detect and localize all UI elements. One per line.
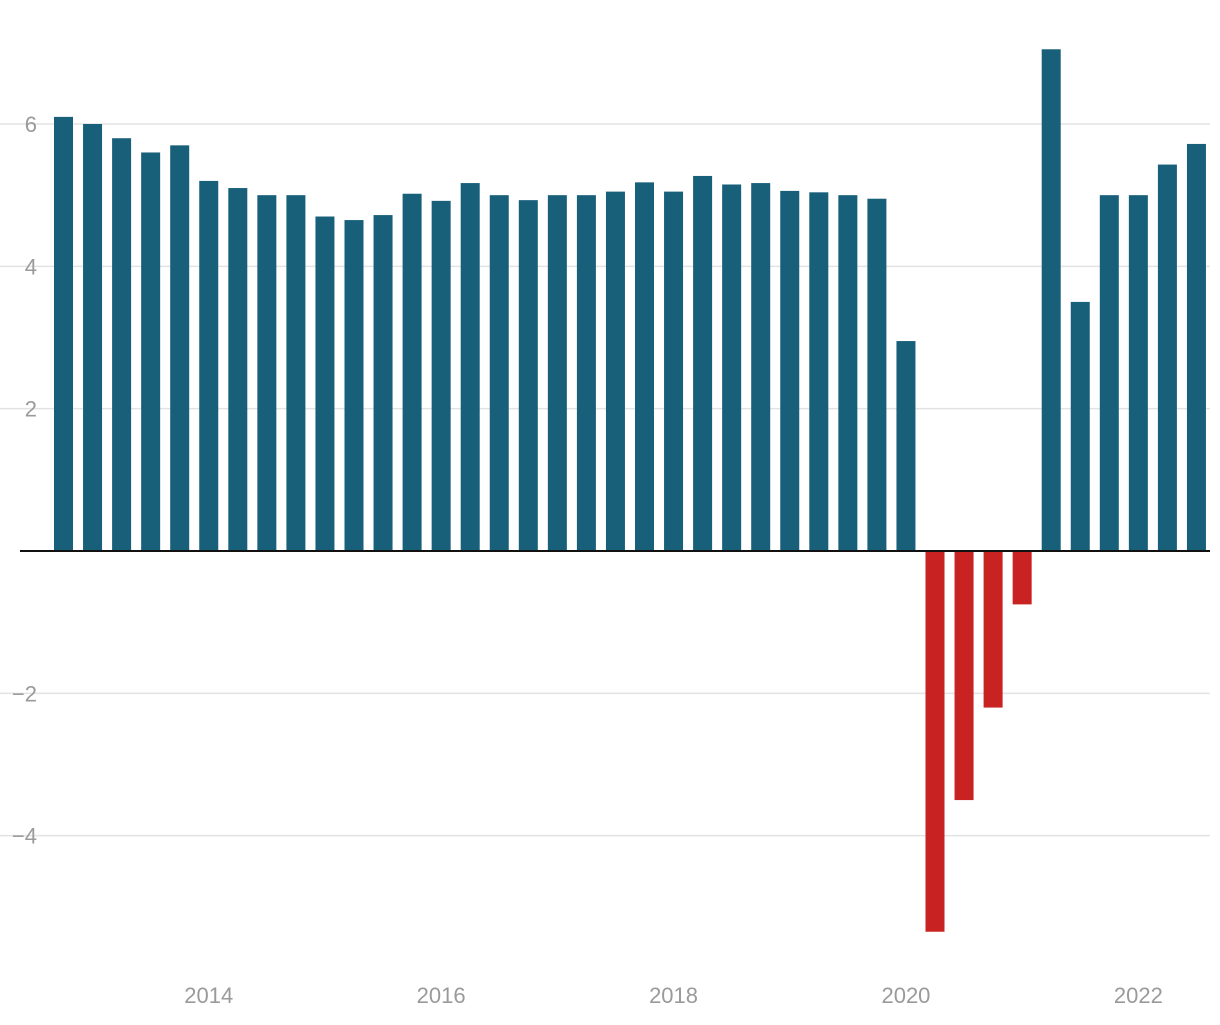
y-tick-label: 6 [25,112,37,137]
bar-positive [576,195,596,552]
bar-negative [983,551,1003,708]
bar-positive [547,195,567,552]
bar-positive [431,200,451,552]
y-tick-label: −2 [12,681,37,706]
bar-negative [925,551,945,932]
x-tick-label: 2022 [1114,983,1163,1008]
bar-positive [780,190,800,551]
bar-positive [170,145,190,551]
bar-negative [954,551,974,801]
bar-positive [693,175,713,551]
bar-positive [286,195,306,552]
bar-positive [1186,143,1206,551]
bar-positive [315,216,335,551]
bar-positive [518,200,538,551]
bar-positive [1041,49,1061,552]
bar-positive [1099,195,1119,552]
bar-positive [1128,195,1148,552]
bar-positive [344,220,364,551]
bar-positive [1157,164,1177,551]
bar-positive [402,193,422,552]
bar-positive [141,152,161,551]
bar-positive [83,124,103,551]
x-axis-labels: 2014 2016 2018 2020 2022 [184,983,1163,1008]
bar-positive [489,195,509,552]
bar-positive [896,341,916,551]
x-tick-label: 2020 [881,983,930,1008]
bar-positive [635,182,654,552]
bar-positive [460,183,480,551]
bar-positive [751,183,771,551]
bar-positive [373,215,393,551]
bar-positive [1070,301,1090,551]
y-tick-label: 2 [25,397,37,422]
x-tick-label: 2016 [417,983,466,1008]
bar-positive [257,195,277,552]
x-tick-label: 2018 [649,983,698,1008]
bars [54,49,1206,932]
bar-positive [838,195,858,552]
bar-positive [867,198,887,551]
x-tick-label: 2014 [184,983,233,1008]
bar-positive [722,184,742,552]
y-tick-label: −4 [12,824,37,849]
bar-positive [809,192,829,551]
bar-negative [1012,551,1032,605]
bar-positive [228,188,248,552]
bar-positive [605,191,625,552]
y-tick-label: 4 [25,254,37,279]
y-axis-labels: 6 4 2 −2 −4 [12,112,37,849]
bar-positive [54,116,73,551]
bar-positive [112,138,132,552]
bar-positive [664,191,684,552]
bar-positive [199,180,219,551]
